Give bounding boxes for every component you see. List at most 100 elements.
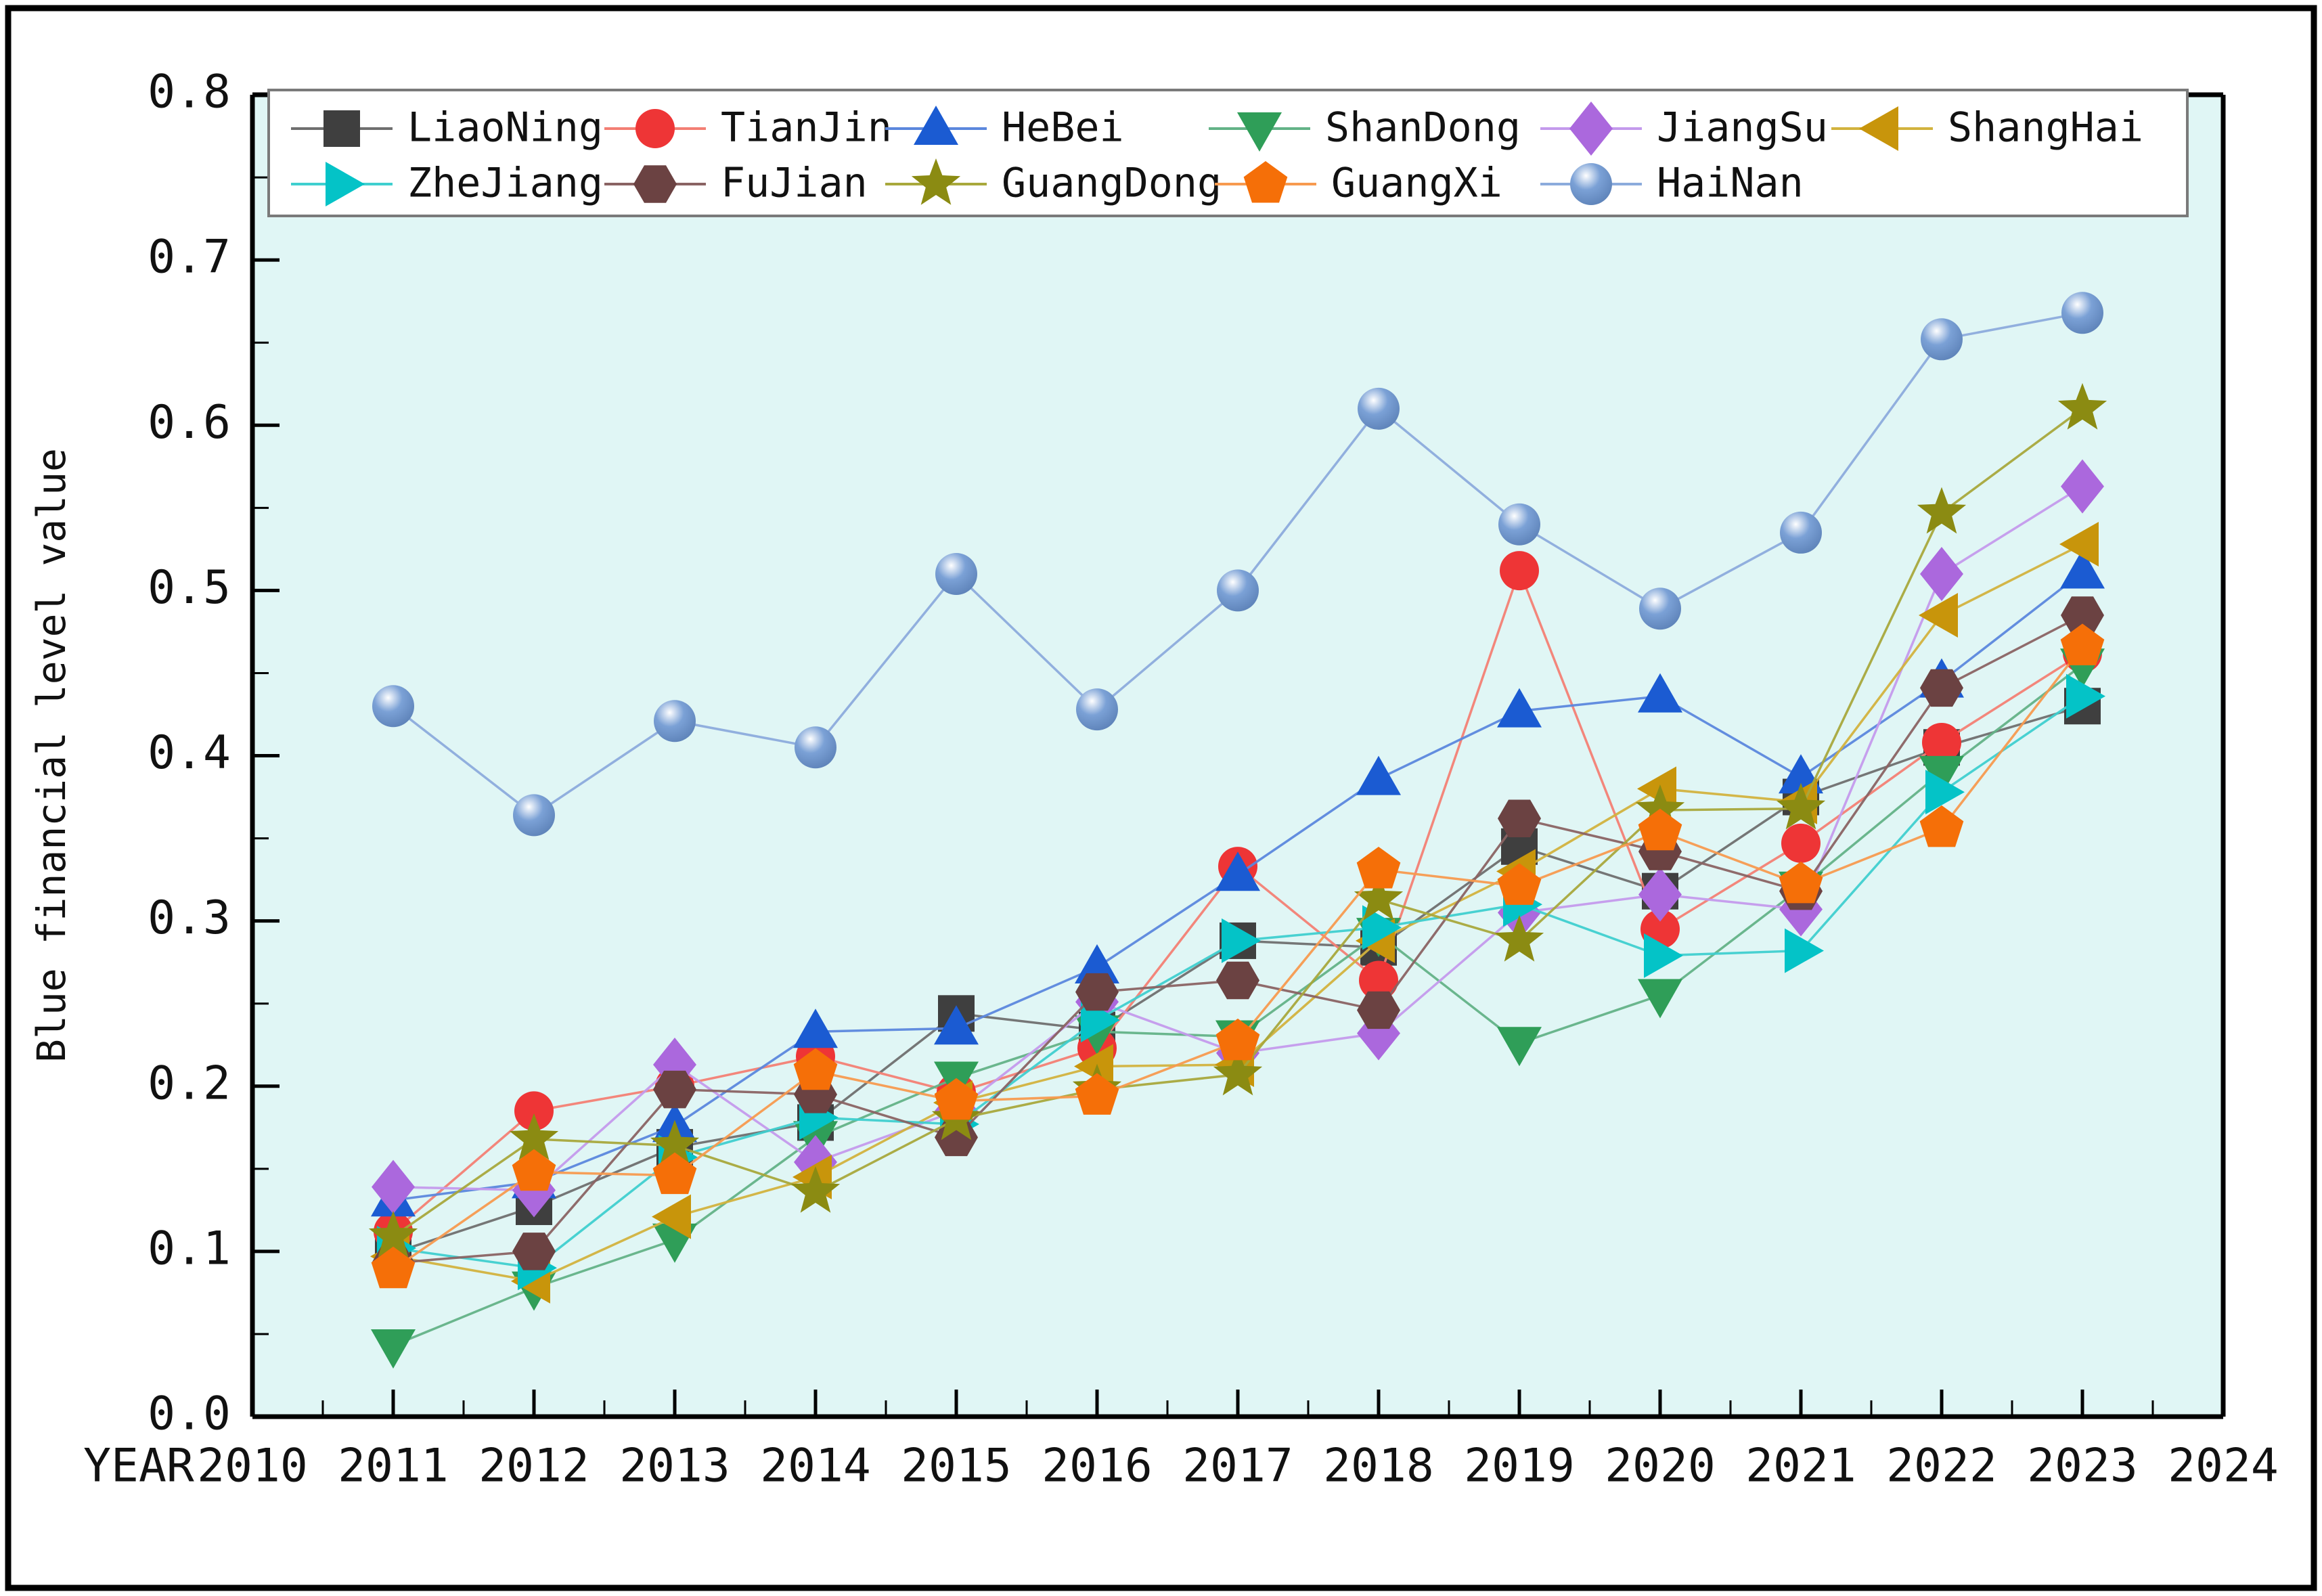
y-tick-label: 0.3 bbox=[148, 891, 231, 945]
triangle-up-marker bbox=[1497, 688, 1542, 728]
diamond-icon bbox=[1569, 102, 1613, 156]
x-tick-label: 2023 bbox=[2027, 1440, 2138, 1493]
x-tick-label: 2015 bbox=[901, 1440, 1012, 1493]
sphere-marker bbox=[372, 685, 414, 728]
x-tick-labels: 2010 2011 2012 2013 2014 2015 2016 2017 2018 2019… bbox=[197, 1440, 2279, 1493]
y-tick-labels: 0.0 0.1 0.2 0.3 0.4 0.5 0.6 0.7 0.8 bbox=[148, 66, 231, 1441]
legend-label: HaiNan bbox=[1657, 160, 1804, 207]
triangle-up-marker bbox=[934, 1005, 979, 1045]
sphere-marker bbox=[1921, 318, 1963, 361]
triangle-right-marker bbox=[1222, 918, 1261, 963]
pentagon-marker bbox=[652, 1152, 697, 1195]
sphere-marker bbox=[2061, 292, 2103, 334]
legend-label: ZheJiang bbox=[407, 160, 603, 207]
star-marker bbox=[1635, 784, 1685, 831]
legend-label: ShangHai bbox=[1948, 104, 2143, 152]
pentagon-marker bbox=[1779, 861, 1823, 904]
triangle-up-marker bbox=[1075, 944, 1119, 983]
legend-label: ShanDong bbox=[1325, 104, 1521, 152]
x-tick-label: 2016 bbox=[1042, 1440, 1153, 1493]
y-axis-title: Blue financial level value bbox=[28, 448, 74, 1063]
pentagon-marker bbox=[1638, 808, 1682, 851]
legend-box bbox=[267, 89, 2189, 217]
x-tick-label: 2014 bbox=[760, 1440, 871, 1493]
diamond-marker bbox=[1638, 867, 1682, 922]
legend-item-fujian: FuJian bbox=[604, 160, 868, 207]
triangle-left-marker bbox=[2059, 522, 2099, 567]
legend-item-zhejiang: ZheJiang bbox=[291, 160, 603, 207]
star-marker bbox=[1354, 873, 1404, 921]
x-tick-label: 2022 bbox=[1886, 1440, 1997, 1493]
pentagon-marker bbox=[1356, 846, 1401, 889]
legend-label: GuangXi bbox=[1331, 160, 1502, 207]
hexagon-marker bbox=[653, 1070, 696, 1109]
triangle-down-marker bbox=[1638, 979, 1682, 1019]
triangle-up-marker bbox=[2060, 549, 2105, 589]
x-tick-label: 2010 bbox=[197, 1440, 308, 1493]
pentagon-marker bbox=[1075, 1073, 1119, 1115]
pentagon-marker bbox=[1497, 863, 1542, 905]
diamond-marker bbox=[372, 1159, 415, 1214]
star-marker bbox=[1776, 782, 1826, 830]
figure-frame bbox=[5, 5, 2317, 1591]
x-axis-title: YEAR bbox=[83, 1440, 194, 1493]
x-tick-label: 2017 bbox=[1182, 1440, 1293, 1493]
pentagon-icon bbox=[1243, 161, 1288, 203]
triangle-up-marker bbox=[1215, 851, 1260, 891]
triangle-up-icon bbox=[914, 106, 958, 145]
pentagon-marker bbox=[793, 1048, 838, 1090]
legend-item-guangxi: GuangXi bbox=[1215, 160, 1502, 207]
pentagon-marker bbox=[512, 1149, 556, 1191]
circle-marker bbox=[514, 1091, 554, 1131]
hexagon-marker bbox=[1075, 973, 1119, 1011]
diamond-marker bbox=[2061, 459, 2104, 514]
sphere-marker bbox=[1076, 688, 1118, 731]
triangle-left-marker bbox=[1919, 592, 1958, 638]
star-marker bbox=[368, 1210, 418, 1258]
triangle-down-marker bbox=[1919, 755, 1964, 795]
triangle-right-marker bbox=[1785, 928, 1824, 973]
triangle-down-icon bbox=[1237, 112, 1282, 152]
hexagon-icon bbox=[633, 165, 677, 203]
legend-label: HeBei bbox=[1002, 104, 1124, 152]
star-marker bbox=[2057, 382, 2107, 430]
circle-icon bbox=[635, 109, 675, 148]
hexagon-marker bbox=[2061, 596, 2104, 634]
pentagon-marker bbox=[1215, 1018, 1260, 1061]
y-tick-label: 0.4 bbox=[148, 726, 231, 780]
triangle-left-marker bbox=[652, 1194, 691, 1239]
legend-item-tianjin: TianJin bbox=[604, 104, 892, 152]
legend-label: FuJian bbox=[721, 160, 868, 207]
pentagon-marker bbox=[371, 1246, 416, 1289]
circle-marker bbox=[1359, 960, 1398, 1000]
y-tick-label: 0.2 bbox=[148, 1057, 231, 1110]
series-hainan bbox=[372, 292, 2103, 837]
star-marker bbox=[1494, 914, 1544, 962]
triangle-left-icon bbox=[1859, 106, 1898, 151]
sphere-marker bbox=[1358, 387, 1400, 430]
triangle-left-marker bbox=[1637, 766, 1676, 812]
square-icon bbox=[323, 110, 360, 147]
sphere-marker bbox=[1217, 569, 1259, 612]
y-tick-label: 0.6 bbox=[148, 396, 231, 449]
pentagon-marker bbox=[2060, 623, 2105, 665]
star-marker bbox=[509, 1113, 559, 1160]
x-tick-label: 2013 bbox=[619, 1440, 730, 1493]
sphere-marker bbox=[1639, 588, 1681, 630]
circle-marker bbox=[1922, 722, 1961, 762]
legend: LiaoNing TianJin HeBei ShanDong JiangSu Shang… bbox=[267, 89, 2189, 217]
series-guangxi bbox=[371, 623, 2105, 1289]
triangle-right-marker bbox=[2066, 673, 2105, 719]
sphere-icon bbox=[1570, 163, 1612, 205]
legend-item-guangdong: GuangDong bbox=[885, 158, 1222, 207]
sphere-marker bbox=[795, 726, 836, 769]
legend-item-hebei: HeBei bbox=[885, 104, 1124, 152]
x-tick-label: 2020 bbox=[1605, 1440, 1716, 1493]
triangle-up-marker bbox=[1638, 673, 1682, 713]
x-tick-label: 2024 bbox=[2168, 1440, 2279, 1493]
y-tick-label: 0.0 bbox=[148, 1388, 231, 1441]
star-icon bbox=[911, 158, 961, 205]
hexagon-marker bbox=[1357, 991, 1400, 1029]
